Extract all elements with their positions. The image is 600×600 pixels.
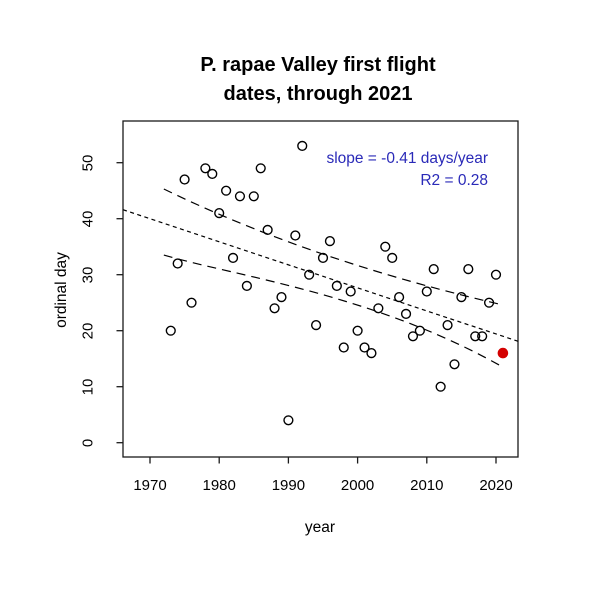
data-point bbox=[456, 292, 467, 303]
y-tick-label: 50 bbox=[79, 154, 97, 172]
r2-text: R2 = 0.28 bbox=[420, 172, 488, 189]
data-point bbox=[449, 359, 460, 370]
y-tick-label: 30 bbox=[79, 266, 97, 284]
data-point bbox=[366, 348, 377, 359]
data-point bbox=[234, 191, 246, 202]
data-point bbox=[283, 415, 294, 426]
y-axis-label: ordinal day bbox=[53, 252, 70, 328]
data-point bbox=[345, 286, 356, 297]
data-point bbox=[248, 191, 259, 202]
chart-title-line1: P. rapae Valley first flight bbox=[200, 54, 436, 76]
chart-title: P. rapae Valley first flight dates, thro… bbox=[200, 51, 435, 109]
x-tick-label: 1990 bbox=[271, 477, 306, 494]
y-tick-label: 10 bbox=[79, 378, 97, 396]
data-point bbox=[172, 258, 183, 269]
data-point bbox=[394, 292, 405, 303]
data-point bbox=[207, 168, 218, 180]
data-point bbox=[421, 286, 432, 297]
x-tick-label: 2000 bbox=[340, 477, 375, 494]
data-point bbox=[214, 208, 225, 219]
data-point bbox=[407, 331, 419, 342]
data-point bbox=[317, 252, 329, 264]
data-point bbox=[373, 303, 384, 314]
data-point bbox=[400, 308, 412, 320]
y-tick-label: 20 bbox=[79, 322, 97, 340]
data-point bbox=[310, 320, 322, 331]
data-point bbox=[276, 292, 287, 303]
chart-title-line2: dates, through 2021 bbox=[223, 83, 413, 105]
data-point bbox=[490, 269, 502, 280]
data-point bbox=[442, 320, 453, 331]
data-point bbox=[331, 280, 342, 292]
data-point bbox=[290, 230, 301, 241]
data-point bbox=[483, 297, 495, 308]
y-tick-label: 0 bbox=[79, 438, 97, 447]
slope-annotation: slope = -0.41 days/year R2 = 0.28 bbox=[326, 148, 488, 192]
confidence-band-upper bbox=[163, 188, 504, 306]
x-tick-label: 1980 bbox=[202, 477, 236, 494]
data-point bbox=[338, 342, 349, 353]
data-point bbox=[470, 331, 481, 342]
data-point bbox=[352, 325, 363, 336]
slope-text: slope = -0.41 days/year bbox=[326, 150, 488, 167]
data-point bbox=[477, 331, 488, 342]
data-point bbox=[221, 185, 232, 196]
x-tick-label: 2010 bbox=[410, 477, 444, 494]
x-axis-label: year bbox=[304, 519, 336, 536]
data-point bbox=[304, 269, 315, 280]
data-point bbox=[241, 280, 252, 292]
x-tick-label: 1970 bbox=[133, 477, 167, 494]
data-point bbox=[428, 264, 439, 275]
data-point bbox=[255, 163, 266, 174]
data-point bbox=[297, 140, 308, 152]
x-tick-label: 2020 bbox=[479, 477, 513, 494]
data-point bbox=[179, 174, 190, 185]
data-point bbox=[200, 163, 211, 174]
data-point bbox=[414, 325, 425, 336]
data-point bbox=[324, 236, 336, 247]
highlight-point-2021 bbox=[497, 347, 509, 359]
confidence-band-lower bbox=[163, 254, 504, 368]
data-point bbox=[380, 241, 391, 252]
data-point bbox=[387, 252, 398, 264]
data-point bbox=[463, 264, 474, 275]
data-point bbox=[186, 297, 197, 308]
data-point bbox=[359, 342, 370, 353]
data-point bbox=[435, 381, 446, 392]
data-point bbox=[262, 224, 273, 236]
regression-line bbox=[122, 209, 519, 342]
data-point bbox=[227, 252, 239, 264]
data-point bbox=[269, 303, 280, 314]
plot-box bbox=[122, 120, 519, 458]
y-tick-label: 40 bbox=[79, 210, 97, 228]
data-point bbox=[165, 325, 176, 336]
